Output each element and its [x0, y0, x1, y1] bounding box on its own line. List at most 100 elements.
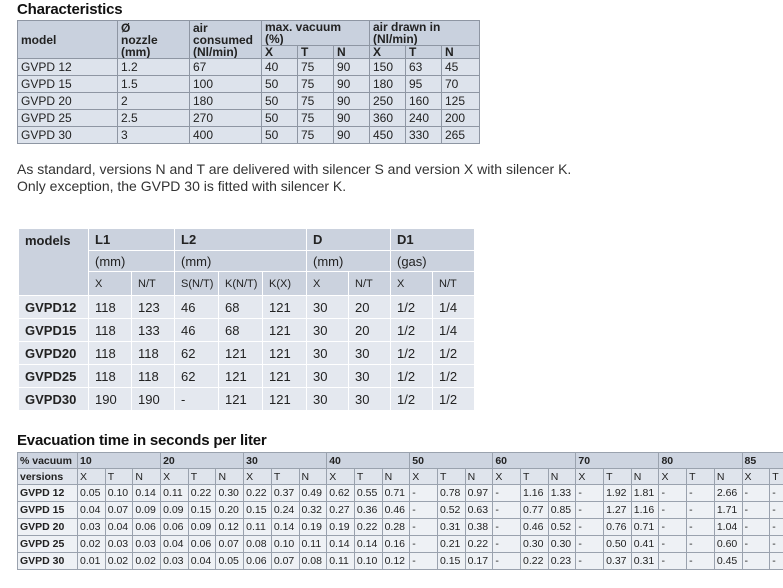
cell-line: air drawn in — [373, 20, 441, 34]
evacuation-table: % vacuum 10 20 30 40 50 60 70 80 85 versions X T N X T N… — [17, 452, 783, 570]
cell: 70 — [441, 75, 480, 93]
header-cell: N/T — [348, 271, 391, 296]
cell: 0.46 — [520, 518, 549, 536]
cell: 240 — [405, 109, 442, 127]
header-cell: N — [333, 45, 370, 59]
cell: 0.97 — [464, 484, 494, 502]
cell: - — [741, 501, 771, 519]
cell: 1/2 — [432, 341, 475, 365]
cell: - — [741, 552, 771, 570]
cell: 1/2 — [432, 364, 475, 388]
header-cell: X — [77, 468, 106, 485]
cell: 62 — [174, 341, 219, 365]
cell: 121 — [262, 295, 307, 319]
cell: 180 — [369, 75, 406, 93]
header-cell: X — [306, 271, 349, 296]
cell: 118 — [88, 341, 132, 365]
data-row: GVPD 25 0.02 0.03 0.03 0.04 0.06 0.07 0.08 0.10 0… — [17, 535, 783, 553]
cell: 1/2 — [390, 387, 433, 411]
cell: 0.05 — [215, 552, 245, 570]
cell: 30 — [306, 341, 349, 365]
cell: GVPD 12 — [17, 58, 118, 76]
header-cell: T — [769, 468, 783, 485]
cell: 0.15 — [436, 552, 466, 570]
cell: 0.24 — [270, 501, 300, 519]
header-cell: X — [326, 468, 355, 485]
data-row: GVPD 20 2 180 50 75 90 250 160 125 — [17, 92, 480, 110]
header-cell: air consumed (Nl/min) — [189, 20, 262, 59]
cell: 1.33 — [547, 484, 577, 502]
cell: 0.11 — [243, 518, 272, 536]
header-cell: T — [104, 468, 134, 485]
cell: 0.76 — [603, 518, 632, 536]
header-cell: versions — [17, 468, 78, 485]
cell-line: max. vacuum — [265, 20, 342, 34]
cell: 68 — [218, 318, 263, 342]
header-cell: X — [741, 468, 771, 485]
cell: 0.71 — [630, 518, 660, 536]
header-cell: N/T — [131, 271, 175, 296]
cell: - — [575, 501, 605, 519]
cell: 0.71 — [381, 484, 411, 502]
cell: 0.06 — [187, 535, 217, 553]
cell: GVPD 20 — [17, 518, 78, 536]
cell: 0.11 — [326, 552, 355, 570]
cell: 123 — [131, 295, 175, 319]
cell: 2 — [117, 92, 190, 110]
header-cell: T — [270, 468, 300, 485]
cell: 0.02 — [132, 552, 162, 570]
cell: 0.08 — [298, 552, 328, 570]
cell: 133 — [131, 318, 175, 342]
header-cell: model — [17, 20, 118, 59]
cell: 0.14 — [326, 535, 355, 553]
cell: 121 — [262, 341, 307, 365]
cell: 190 — [131, 387, 175, 411]
header-cell: N — [381, 468, 411, 485]
cell: 3 — [117, 126, 190, 144]
cell: 0.04 — [160, 535, 189, 553]
cell: 90 — [333, 75, 370, 93]
cell: 180 — [189, 92, 262, 110]
cell: GVPD 12 — [17, 484, 78, 502]
cell: 118 — [88, 318, 132, 342]
header-cell: N — [464, 468, 494, 485]
cell: - — [575, 518, 605, 536]
cell: - — [686, 535, 715, 553]
header-cell: K(N/T) — [218, 271, 263, 296]
cell: 265 — [441, 126, 480, 144]
cell: 360 — [369, 109, 406, 127]
header-cell: T — [686, 468, 715, 485]
cell-line: (Nl/min) — [373, 32, 418, 46]
header-cell: % vacuum — [17, 452, 78, 469]
cell: 0.04 — [187, 552, 217, 570]
cell: 121 — [218, 387, 263, 411]
cell: 2.66 — [713, 484, 743, 502]
cell: 50 — [261, 75, 298, 93]
cell: GVPD 25 — [17, 109, 118, 127]
cell: 118 — [131, 364, 175, 388]
cell: GVPD 25 — [17, 535, 78, 553]
header-cell: T — [603, 468, 632, 485]
cell: - — [686, 518, 715, 536]
header-cell: 70 — [575, 452, 660, 469]
cell: 75 — [297, 92, 334, 110]
cell: 46 — [174, 318, 219, 342]
cell: 67 — [189, 58, 262, 76]
header-cell: N — [132, 468, 162, 485]
cell: 0.30 — [520, 535, 549, 553]
cell: 68 — [218, 295, 263, 319]
header-cell: T — [353, 468, 383, 485]
cell: 0.14 — [132, 484, 162, 502]
cell: 0.85 — [547, 501, 577, 519]
header-cell: 50 — [409, 452, 494, 469]
cell: - — [409, 535, 438, 553]
cell: 1/2 — [390, 341, 433, 365]
cell: 40 — [261, 58, 298, 76]
header-cell: N — [713, 468, 743, 485]
header-cell: (mm) — [306, 250, 391, 272]
cell: 0.37 — [270, 484, 300, 502]
header-cell: N — [215, 468, 245, 485]
cell: - — [769, 484, 783, 502]
cell: 0.19 — [326, 518, 355, 536]
